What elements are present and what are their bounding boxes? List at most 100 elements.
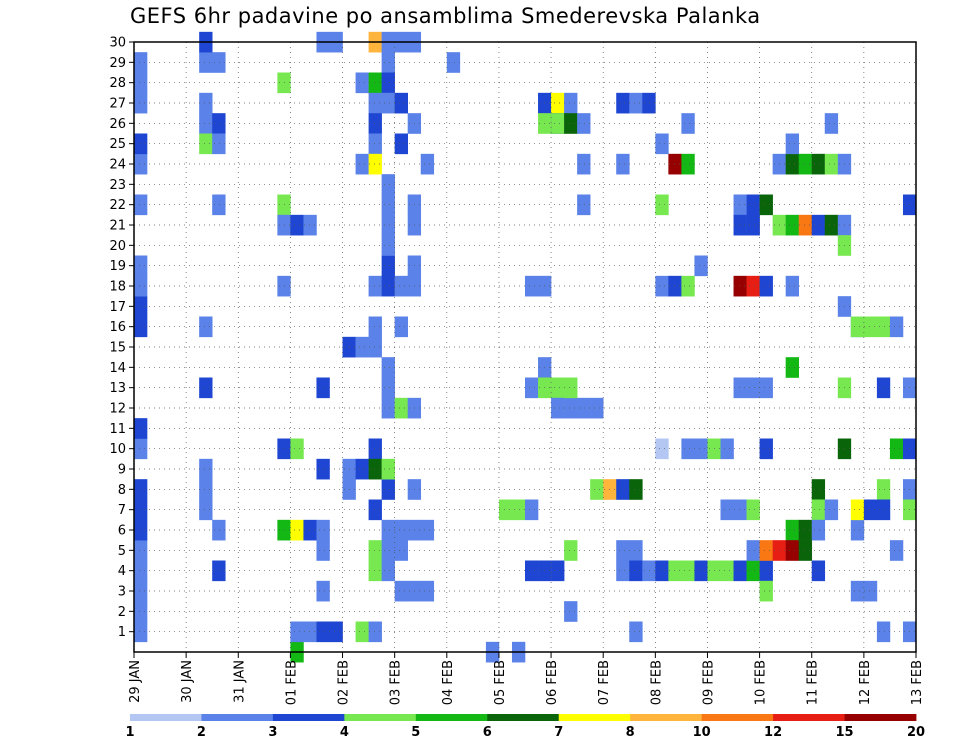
heatmap-cell	[811, 153, 826, 175]
legend-swatch	[344, 714, 417, 721]
heatmap-cell	[863, 580, 878, 602]
heatmap-cell	[290, 214, 304, 236]
x-tick-label: 02 FEB	[337, 660, 352, 705]
y-tick-label: 19	[109, 259, 126, 274]
heatmap-cell	[889, 438, 904, 460]
legend-label: 1	[125, 725, 134, 740]
legend-label: 6	[483, 725, 492, 740]
heatmap-cell	[134, 72, 148, 94]
heatmap-cell	[394, 580, 408, 602]
heatmap-cell	[785, 519, 799, 541]
heatmap-cell	[355, 621, 369, 643]
heatmap-cell	[355, 153, 369, 175]
y-tick-label: 3	[118, 585, 126, 600]
heatmap-cell	[655, 438, 669, 460]
heatmap-cell	[355, 72, 369, 94]
heatmap-cell	[368, 275, 382, 297]
heatmap-cell	[616, 153, 630, 175]
heatmap-cell	[616, 92, 630, 114]
legend-swatch	[558, 714, 631, 721]
heatmap-cell	[134, 580, 148, 602]
heatmap-cell	[303, 214, 317, 236]
heatmap-cell	[381, 540, 395, 561]
heatmap-cell	[199, 316, 213, 338]
heatmap-cell	[759, 438, 773, 460]
heatmap-cell	[199, 479, 213, 500]
heatmap-cell	[798, 519, 813, 541]
heatmap-cell	[394, 519, 408, 541]
y-tick-label: 18	[109, 280, 126, 295]
heatmap-cell	[759, 194, 773, 216]
y-tick-label: 7	[118, 503, 126, 518]
heatmap-cell	[655, 194, 669, 216]
x-tick-label: 10 FEB	[754, 660, 769, 705]
heatmap-cell	[368, 458, 382, 480]
heatmap-cell	[811, 499, 826, 521]
heatmap-cell	[134, 621, 148, 643]
heatmap-cell	[629, 621, 643, 643]
heatmap-cell	[564, 113, 578, 134]
heatmap-cell	[381, 560, 395, 582]
x-tick-label: 09 FEB	[701, 660, 716, 705]
x-tick-label: 05 FEB	[493, 660, 508, 705]
heatmap-cell	[655, 560, 669, 582]
heatmap-cell	[394, 316, 408, 338]
y-tick-label: 23	[109, 178, 126, 193]
heatmap-cell	[212, 519, 226, 541]
heatmap-cell	[420, 519, 435, 541]
legend-swatch	[487, 714, 560, 721]
legend-label: 5	[411, 725, 420, 740]
heatmap-cell	[551, 560, 565, 582]
legend-label: 12	[764, 725, 782, 740]
y-tick-label: 15	[109, 341, 126, 356]
heatmap-cell	[577, 397, 591, 419]
y-tick-label: 29	[109, 56, 126, 71]
heatmap-cell	[381, 92, 395, 114]
heatmap-cell	[212, 194, 226, 216]
heatmap-cell	[368, 621, 382, 643]
heatmap-cell	[889, 316, 904, 338]
heatmap-cell	[525, 560, 539, 582]
x-tick-label: 08 FEB	[649, 660, 664, 705]
heatmap-cell	[199, 499, 213, 521]
heatmap-cell	[577, 153, 591, 175]
heatmap-cell	[525, 275, 539, 297]
heatmap-cell	[642, 92, 656, 114]
heatmap-cell	[564, 601, 578, 622]
heatmap-cell	[290, 519, 304, 541]
heatmap-cell	[290, 621, 304, 643]
legend-label: 8	[626, 725, 635, 740]
heatmap-cell	[616, 560, 630, 582]
heatmap-cell	[811, 519, 826, 541]
y-tick-label: 28	[109, 76, 126, 91]
heatmap-cell	[381, 235, 395, 256]
heatmap-cell	[199, 113, 213, 134]
heatmap-cell	[134, 275, 148, 297]
legend-label: 2	[197, 725, 206, 740]
heatmap-cell	[876, 479, 891, 500]
x-tick-label: 01 FEB	[284, 660, 299, 705]
legend-swatch	[272, 714, 345, 721]
heatmap-cell	[134, 601, 148, 622]
heatmap-cell	[368, 560, 382, 582]
heatmap-cell	[694, 438, 708, 460]
heatmap-cell	[733, 214, 747, 236]
heatmap-cell	[681, 113, 695, 134]
heatmap-cell	[577, 194, 591, 216]
heatmap-cell	[785, 357, 799, 378]
heatmap-cell	[368, 316, 382, 338]
heatmap-cell	[668, 153, 682, 175]
x-tick-label: 06 FEB	[545, 660, 560, 705]
heatmap-cell	[694, 255, 708, 277]
heatmap-cell	[394, 397, 408, 419]
heatmap-cell	[446, 52, 461, 73]
heatmap-cell	[316, 540, 330, 561]
heatmap-cell	[381, 52, 395, 73]
y-axis: 1234567891011121314151617181920212223242…	[109, 36, 134, 640]
heatmap-cell	[876, 499, 891, 521]
legend-swatch	[630, 714, 703, 721]
chart-title: GEFS 6hr padavine po ansamblima Smederev…	[130, 4, 761, 28]
grid	[134, 41, 916, 652]
heatmap-cell	[850, 316, 865, 338]
heatmap-cell	[785, 153, 799, 175]
